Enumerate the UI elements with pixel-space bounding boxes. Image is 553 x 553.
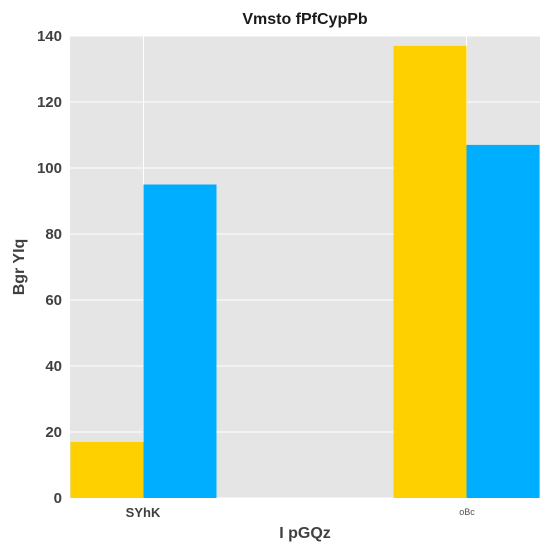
x-axis-label: I pGQz [279,525,331,542]
x-axis-ticks: SYhK oBc [126,505,476,520]
bars [70,45,540,499]
y-tick-label: 60 [45,292,62,309]
y-tick-label: 80 [45,226,62,243]
y-tick-label: 120 [37,94,62,111]
y-axis-label: Bgr YIq [11,239,28,296]
y-axis-ticks: 0 20 40 60 80 100 120 140 [37,28,62,507]
bar-oBc-series-2 [466,144,540,498]
y-tick-label: 100 [37,160,62,177]
x-tick-label: oBc [459,507,475,517]
y-tick-label: 40 [45,358,62,375]
y-tick-label: 140 [37,28,62,45]
y-tick-label: 0 [54,490,62,507]
y-tick-label: 20 [45,424,62,441]
bar-SYhK-series-2 [143,184,217,498]
x-tick-label: SYhK [126,505,161,520]
chart-title: Vmsto fPfCypPb [242,11,368,28]
bar-oBc-series-1 [393,45,467,499]
bar-SYhK-series-1 [70,441,144,498]
